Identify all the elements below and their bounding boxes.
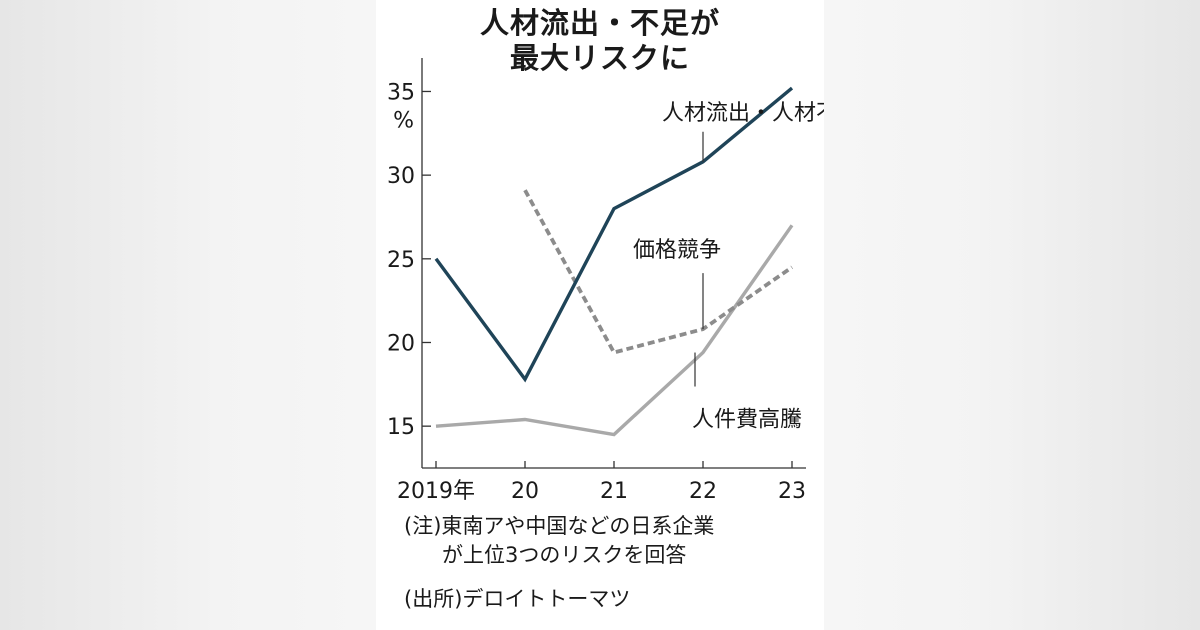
chart-note-line-1: (注)東南アや中国などの日系企業 — [404, 514, 715, 538]
series-label: 価格競争 — [633, 238, 721, 263]
chart-title-line-1: 人材流出・不足が — [479, 6, 720, 40]
y-tick-label: 25 — [387, 248, 415, 273]
x-tick-label: 23 — [778, 479, 806, 504]
series-line-1 — [434, 86, 794, 383]
x-tick-label: 2019年 — [397, 479, 475, 504]
chart-card: 人材流出・不足が 最大リスクに 15 20 25 30 35% 2019年 20 21 22 23… — [376, 0, 824, 630]
y-tick-label: 20 — [387, 331, 415, 356]
y-tick-label: 35 — [387, 80, 415, 105]
y-unit-label: % — [393, 108, 414, 133]
series-line-2 — [523, 189, 794, 355]
chart-source: (出所)デロイトトーマツ — [404, 587, 631, 611]
chart-title-line-2: 最大リスクに — [509, 41, 690, 75]
y-tick-label: 30 — [387, 164, 415, 189]
x-tick-label: 22 — [689, 479, 717, 504]
y-tick-label: 15 — [387, 415, 415, 440]
x-tick-label: 21 — [600, 479, 628, 504]
series-label: 人件費高騰 — [692, 408, 802, 433]
x-tick-label: 20 — [511, 479, 539, 504]
series-label: 人材流出・人材不足 — [662, 101, 824, 126]
chart-note-line-2: が上位3つのリスクを回答 — [442, 543, 687, 567]
line-chart: 15 20 25 30 35% 2019年 20 21 22 23 人材流出・人材不足価格競争人件… — [387, 58, 824, 504]
chart-title: 人材流出・不足が 最大リスクに — [376, 6, 824, 76]
